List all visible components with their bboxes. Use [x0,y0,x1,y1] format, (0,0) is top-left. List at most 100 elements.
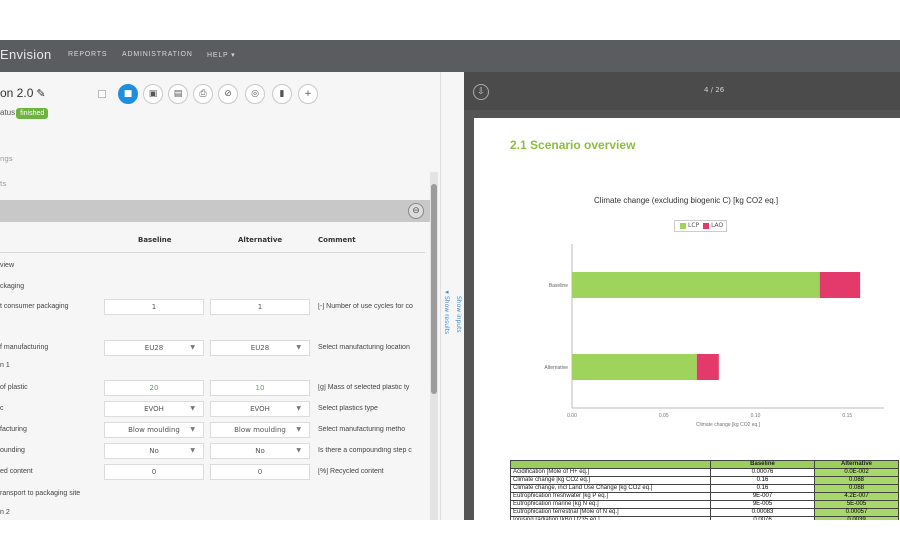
export-icon[interactable]: ⎙ [193,84,213,104]
plastic-type-alternative-value: EVOH [250,405,270,413]
bar-segment [572,354,697,380]
column-header-baseline: Baseline [138,236,172,244]
plastic-mass-baseline-input[interactable]: 20 [104,380,204,396]
results-header-alternative: Alternative [814,460,899,469]
row-label-transport: ransport to packaging site [0,490,81,497]
table-row: Ionising radiation [kBq U235 eq.] 0.0076 0… [510,516,899,520]
settings-icon[interactable]: ⊘ [218,84,238,104]
category-label: Alternative [544,365,568,371]
alternative-value: 0.088 [814,484,899,493]
table-row: Climate change [kg CO2 eq.] 0.16 0.088 [510,476,899,485]
legend-swatch-lcp [680,222,686,229]
collapse-icon[interactable]: ⊖ [408,203,424,219]
scrollbar-thumb[interactable] [431,184,437,394]
sidebar-item-results[interactable]: ts [0,180,7,188]
pdf-toolbar: ⇩ 4 / 26 [464,72,900,110]
header-divider [0,252,425,253]
indicator-name: Climate change, incl Land Use Change [kg… [510,484,711,493]
bar-segment [819,272,861,298]
panel-splitter[interactable] [440,72,464,520]
x-tick-label: 0.10 [751,413,761,419]
recycled-content-baseline-input[interactable]: 0 [104,464,204,480]
nav-reports[interactable]: REPORTS [68,51,108,58]
download-icon[interactable]: ⇩ [473,84,489,100]
compounding-alternative-value: No [255,447,265,455]
plastic-type-alternative-select[interactable]: EVOH ▼ [210,401,310,417]
recycled-content-alternative-input[interactable]: 0 [210,464,310,480]
legend-label-lcp: LCP [688,222,700,229]
x-axis-label: Climate change [kg CO2 eq.] [696,422,761,428]
history-icon[interactable]: ◎ [245,84,265,104]
table-row: Eutrophication marine [kg N eq.] 9E-005 5E… [510,500,899,509]
pencil-icon[interactable]: ✎ [36,88,46,100]
plastic-mass-alternative-input[interactable]: 10 [210,380,310,396]
manufacturing-location-alternative-value: EU28 [250,344,270,352]
manufacturing-location-baseline-value: EU28 [144,344,164,352]
plastic-type-baseline-select[interactable]: EVOH ▼ [104,401,204,417]
show-inputs-toggle[interactable]: Show inputs [455,296,462,333]
chevron-down-icon: ▼ [296,426,301,433]
show-results-toggle[interactable]: Show results [443,296,450,335]
chevron-down-icon: ▼ [296,447,301,454]
status-badge: finished [16,108,49,119]
chevron-down-icon: ▼ [296,344,301,351]
use-cycles-baseline-input[interactable]: 1 [104,299,204,315]
copy-icon[interactable]: ▣ [143,84,163,104]
nav-help[interactable]: HELP ▾ [207,52,236,59]
manufacturing-method-baseline-select[interactable]: Blow moulding ▼ [104,422,204,438]
manufacturing-location-baseline-select[interactable]: EU28 ▼ [104,340,204,356]
project-title-text: on 2.0 [0,86,34,100]
chevron-down-icon: ▼ [296,405,301,412]
manufacturing-location-alternative-select[interactable]: EU28 ▼ [210,340,310,356]
project-title: on 2.0 ✎ [0,86,46,100]
save-icon[interactable]: ■ [118,84,138,104]
baseline-value: 0.0076 [710,516,815,520]
input-panel: on 2.0 ✎ atus finished ■ ▣ ▤ ⎙ ⊘ ◎ ▮ + ngs… [0,72,440,520]
chevron-down-icon: ▼ [190,344,195,351]
plastic-type-comment: Select plastics type [318,405,378,412]
report-viewer: ⇩ 4 / 26 2.1 Scenario overview Climate c… [464,72,900,520]
row-label-manufacturing-method: facturing [0,426,27,433]
manufacturing-method-comment: Select manufacturing metho [318,426,406,433]
x-tick-label: 0.00 [567,413,577,419]
sidebar-item-settings[interactable]: ngs [0,155,13,163]
legend-swatch-lao [703,222,710,229]
results-table: Baseline Alternative Acidification [Mole… [510,460,899,520]
page-indicator: 4 / 26 [704,86,725,94]
compounding-alternative-select[interactable]: No ▼ [210,443,310,459]
alternative-value: 0.0039 [814,516,899,520]
delete-icon[interactable]: ▮ [272,84,292,104]
compounding-baseline-select[interactable]: No ▼ [104,443,204,459]
row-label-consumer-packaging: t consumer packaging [0,303,69,310]
row-label-plastic-type: c [0,405,4,412]
top-navigation-bar: Envision REPORTS ADMINISTRATION HELP ▾ [0,40,900,72]
baseline-value: 9E-005 [710,500,815,509]
manufacturing-method-alternative-select[interactable]: Blow moulding ▼ [210,422,310,438]
column-header-comment: Comment [318,236,356,244]
compounding-comment: Is there a compounding step c [318,447,412,454]
print-icon[interactable]: ▤ [168,84,188,104]
chart-title: Climate change (excluding biogenic C) [k… [594,196,779,205]
nav-administration[interactable]: ADMINISTRATION [122,51,193,58]
bar-segment [696,354,719,380]
row-label-overview: view [0,262,15,269]
chevron-down-icon: ▼ [190,405,195,412]
chart-legend: LCP LAO [674,220,728,232]
alternative-value: 0.00057 [814,508,899,517]
results-header-baseline: Baseline [710,460,815,469]
use-cycles-alternative-input[interactable]: 1 [210,299,310,315]
alternative-value: 4.2E-007 [814,492,899,501]
row-label-packaging: ckaging [0,283,25,290]
row-label-compounding: ounding [0,447,25,454]
x-tick-label: 0.15 [842,413,852,419]
baseline-value: 0.00083 [710,508,815,517]
table-row: Acidification [Mole of H+ eq.] 0.00076 0.0… [510,468,899,477]
collapse-left-arrow-icon[interactable]: ◂ [445,288,449,296]
indicator-name: Climate change [kg CO2 eq.] [510,476,711,485]
brand-logo[interactable]: Envision [0,47,52,62]
manufacturing-method-alternative-value: Blow moulding [234,426,286,434]
add-icon[interactable]: + [298,84,318,104]
manufacturing-location-comment: Select manufacturing location [318,344,410,351]
table-row: Eutrophication terrestrial [Mole of N eq… [510,508,899,517]
select-checkbox[interactable] [98,90,106,98]
